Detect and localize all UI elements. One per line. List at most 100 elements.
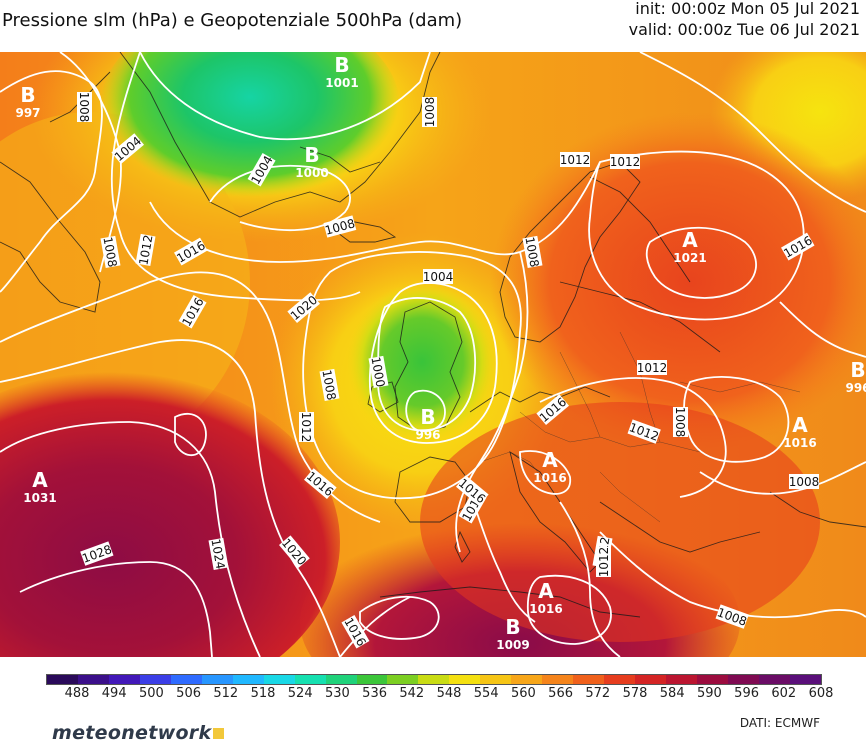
pressure-center-value: 1016 (533, 471, 566, 485)
colorbar-cell (108, 675, 140, 684)
chart-title: Pressione slm (hPa) e Geopotenziale 500h… (2, 10, 463, 31)
isobar-label-text: 1008 (100, 236, 119, 269)
colorbar-tick-label: 548 (436, 686, 462, 701)
colorbar-cell (480, 675, 512, 684)
pressure-center-value: 996 (415, 428, 440, 442)
pressure-center-letter: B (304, 143, 319, 167)
isobar-label-text: 1012 (610, 155, 641, 169)
isobar-label-text: 1008 (522, 236, 541, 269)
pressure-center-letter: A (792, 413, 808, 437)
colorbar-tick-label: 572 (585, 686, 611, 701)
isobar-label: 1024 (208, 538, 229, 571)
colorbar-cell (449, 675, 481, 684)
valid-time: valid: 00:00z Tue 06 Jul 2021 (628, 20, 860, 39)
logo-text: meteonetwork (52, 722, 212, 744)
pressure-center-letter: B (420, 405, 435, 429)
isobar-label: 1008 (319, 369, 340, 402)
isobar-label: 1012 (610, 154, 641, 169)
isobar-label: 1004 (423, 269, 454, 284)
isobar-label-text: 1008 (789, 475, 820, 489)
pressure-center-value: 1021 (673, 251, 706, 265)
colorbar-tick-label: 518 (250, 686, 276, 701)
field-russia (490, 112, 866, 452)
isobar-label: 1008 (789, 474, 820, 489)
isobar-label: 1008 (422, 97, 437, 127)
pressure-center-value: 996 (845, 381, 866, 395)
isobar-label-text: 1012 (560, 153, 591, 167)
colorbar-tick-label: 536 (362, 686, 388, 701)
colorbar-cell (294, 675, 326, 684)
colorbar-tick-label: 590 (696, 686, 722, 701)
isobar-label: 1008 (100, 236, 121, 269)
pressure-center-letter: A (32, 468, 48, 492)
colorbar-cell (511, 675, 543, 684)
colorbar-tick-label: 566 (548, 686, 574, 701)
colorbar-cell (47, 675, 78, 684)
isobar-label-text: 1004 (423, 270, 454, 284)
colorbar-tick-label: 512 (213, 686, 239, 701)
init-time: init: 00:00z Mon 05 Jul 2021 (635, 0, 860, 18)
colorbar-ticks: 488 494 500 506 512 518 524 530 536 542 548 554 560 5… (46, 684, 834, 706)
pressure-center-value: 1009 (496, 638, 529, 652)
field-greenland-low (100, 52, 400, 207)
weather-map: 1008 1004 1004 1008 1008 1012 1016 1008 1004 1008… (0, 52, 866, 657)
isobar-label: 1012 (560, 152, 591, 167)
colorbar-tick-label: 524 (287, 686, 313, 701)
colorbar-cell (201, 675, 233, 684)
colorbar-tick-label: 602 (771, 686, 797, 701)
colorbar-cell (387, 675, 419, 684)
isobar-label: 1012 (637, 360, 668, 375)
isobar-label: 1012 (135, 234, 156, 267)
colorbar-cell (666, 675, 698, 684)
colorbar-tick-label: 608 (808, 686, 834, 701)
colorbar-cell (604, 675, 636, 684)
pressure-centers: B997B1001B1000A1021B996A1031A1016A1016B1… (15, 53, 866, 652)
colorbar-cell (77, 675, 109, 684)
colorbar-cell (758, 675, 790, 684)
isobar-label: 1012 (299, 412, 314, 442)
field-azores-high (0, 372, 340, 657)
isobar-label: 1008 (77, 92, 92, 122)
isobar-label-text: 1008 (673, 407, 687, 438)
isobar-label-text: 1024 (208, 538, 227, 571)
pressure-center-value: 997 (15, 106, 40, 120)
isobar-label-text: 1012 (136, 234, 155, 267)
run-info: init: 00:00z Mon 05 Jul 2021 valid: 00:0… (629, 0, 860, 40)
colorbar-tick-label: 596 (734, 686, 760, 701)
isobar-label: 1008 (673, 407, 688, 438)
pressure-center-value: 1031 (23, 491, 56, 505)
isobar-label-text: 1012 (637, 361, 668, 375)
isobar-label-text: 1000 (368, 356, 387, 389)
pressure-center-value: 1000 (295, 166, 328, 180)
colorbar-tick-label: 506 (176, 686, 202, 701)
colorbar-tick-label: 584 (659, 686, 685, 701)
colorbar-cell (263, 675, 295, 684)
colorbar-tick-label: 542 (399, 686, 425, 701)
colorbar-tick-label: 530 (324, 686, 350, 701)
colorbar-cell (542, 675, 574, 684)
colorbar-tick-label: 494 (101, 686, 127, 701)
isobar-label: 1012 (596, 547, 611, 577)
colorbar-tick-label: 500 (138, 686, 164, 701)
pressure-center-letter: B (505, 615, 520, 639)
colorbar-cell (232, 675, 264, 684)
colorbar-cell (356, 675, 388, 684)
colorbar-tick-label: 554 (473, 686, 499, 701)
colorbar-cell (789, 675, 821, 684)
colorbar-cell (573, 675, 605, 684)
isobar-label-text: 1008 (319, 369, 338, 402)
colorbar-cell (418, 675, 450, 684)
geopotential-colorbar (46, 674, 822, 685)
